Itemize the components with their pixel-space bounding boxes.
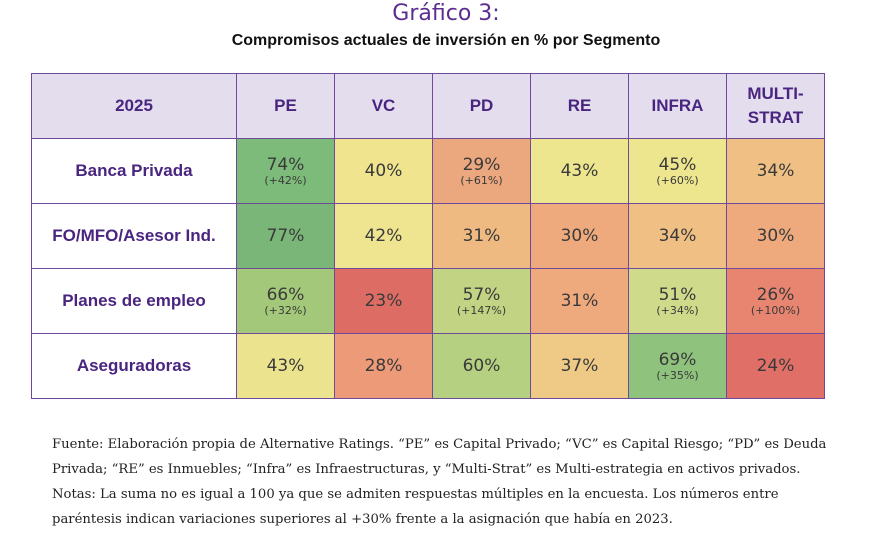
- cell-value: 66%: [266, 284, 305, 305]
- cell-value: 29%: [462, 154, 501, 175]
- column-header-pd: PD: [432, 73, 531, 139]
- cell-value: 43%: [266, 356, 305, 376]
- footnote-line: Fuente: Elaboración propia de Alternativ…: [52, 437, 827, 452]
- heatmap-cell-pd: 29% (+61%): [432, 138, 531, 204]
- column-header-vc: VC: [334, 73, 433, 139]
- table-row: Banca Privada 74% (+42%) 40% 29% (+61%) 43% 45%…: [31, 138, 825, 204]
- header-row: 2025 PE VC PD RE INFRA MULTI- STRAT: [31, 73, 825, 139]
- cell-value: 77%: [266, 226, 305, 246]
- heatmap-cell-pe: 66% (+32%): [236, 268, 335, 334]
- heatmap-cell-pd: 31%: [432, 203, 531, 269]
- cell-value: 34%: [756, 161, 795, 181]
- heatmap-body: Banca Privada 74% (+42%) 40% 29% (+61%) 43% 45%…: [31, 138, 825, 399]
- footnotes: Fuente: Elaboración propia de Alternativ…: [52, 432, 852, 532]
- cell-change: (+34%): [656, 303, 699, 317]
- column-header-pe: PE: [236, 73, 335, 139]
- heatmap-cell-multi-strat: 26% (+100%): [726, 268, 825, 334]
- cell-change: (+42%): [264, 173, 307, 187]
- cell-value: 31%: [462, 226, 501, 246]
- heatmap-table: 2025 PE VC PD RE INFRA MULTI- STRAT Banca…: [31, 73, 825, 399]
- heatmap-cell-multi-strat: 30%: [726, 203, 825, 269]
- table-row: Aseguradoras 43% 28% 60% 37% 69% (+35%) 24%: [31, 333, 825, 399]
- cell-value: 30%: [560, 226, 599, 246]
- footnote-line: Privada; “RE” es Inmuebles; “Infra” es I…: [52, 462, 801, 477]
- heatmap-cell-multi-strat: 24%: [726, 333, 825, 399]
- cell-change: (+32%): [264, 303, 307, 317]
- cell-value: 43%: [560, 161, 599, 181]
- cell-value: 51%: [658, 284, 697, 305]
- cell-value: 42%: [364, 226, 403, 246]
- heatmap-cell-pe: 74% (+42%): [236, 138, 335, 204]
- cell-value: 45%: [658, 154, 697, 175]
- column-header-re: RE: [530, 73, 629, 139]
- cell-value: 23%: [364, 291, 403, 311]
- cell-value: 57%: [462, 284, 501, 305]
- heatmap-cell-pd: 57% (+147%): [432, 268, 531, 334]
- footnote-line: Notas: La suma no es igual a 100 ya que …: [52, 487, 779, 502]
- cell-value: 26%: [756, 284, 795, 305]
- heatmap-cell-infra: 45% (+60%): [628, 138, 727, 204]
- cell-value: 24%: [756, 356, 795, 376]
- row-label: FO/MFO/Asesor Ind.: [31, 203, 237, 269]
- cell-change: (+35%): [656, 368, 699, 382]
- heatmap-cell-re: 37%: [530, 333, 629, 399]
- heatmap-cell-re: 43%: [530, 138, 629, 204]
- cell-value: 31%: [560, 291, 599, 311]
- heatmap-cell-multi-strat: 34%: [726, 138, 825, 204]
- heatmap-cell-vc: 42%: [334, 203, 433, 269]
- column-header-multi-strat: MULTI- STRAT: [726, 73, 825, 139]
- cell-change: (+60%): [656, 173, 699, 187]
- cell-value: 69%: [658, 349, 697, 370]
- heatmap-cell-re: 31%: [530, 268, 629, 334]
- row-label: Aseguradoras: [31, 333, 237, 399]
- heatmap-cell-vc: 28%: [334, 333, 433, 399]
- chart-title: Gráfico 3:: [392, 1, 500, 26]
- cell-change: (+61%): [460, 173, 503, 187]
- heatmap-cell-infra: 69% (+35%): [628, 333, 727, 399]
- heatmap-cell-pe: 77%: [236, 203, 335, 269]
- cell-change: (+100%): [750, 303, 801, 317]
- year-header: 2025: [31, 73, 237, 139]
- cell-value: 74%: [266, 154, 305, 175]
- row-label: Banca Privada: [31, 138, 237, 204]
- cell-value: 30%: [756, 226, 795, 246]
- heatmap-cell-infra: 34%: [628, 203, 727, 269]
- chart-subtitle: Compromisos actuales de inversión en % p…: [231, 32, 661, 49]
- table-row: FO/MFO/Asesor Ind. 77% 42% 31% 30% 34% 30%: [31, 203, 825, 269]
- table-row: Planes de empleo 66% (+32%) 23% 57% (+147%) 31…: [31, 268, 825, 334]
- cell-value: 34%: [658, 226, 697, 246]
- cell-value: 37%: [560, 356, 599, 376]
- column-header-infra: INFRA: [628, 73, 727, 139]
- heatmap-cell-vc: 23%: [334, 268, 433, 334]
- row-label: Planes de empleo: [31, 268, 237, 334]
- cell-value: 60%: [462, 356, 501, 376]
- footnote-line: paréntesis indican variaciones superiore…: [52, 512, 673, 527]
- heatmap-cell-pe: 43%: [236, 333, 335, 399]
- heatmap-cell-re: 30%: [530, 203, 629, 269]
- heatmap-cell-vc: 40%: [334, 138, 433, 204]
- heatmap-cell-infra: 51% (+34%): [628, 268, 727, 334]
- heatmap-cell-pd: 60%: [432, 333, 531, 399]
- cell-change: (+147%): [456, 303, 507, 317]
- cell-value: 40%: [364, 161, 403, 181]
- cell-value: 28%: [364, 356, 403, 376]
